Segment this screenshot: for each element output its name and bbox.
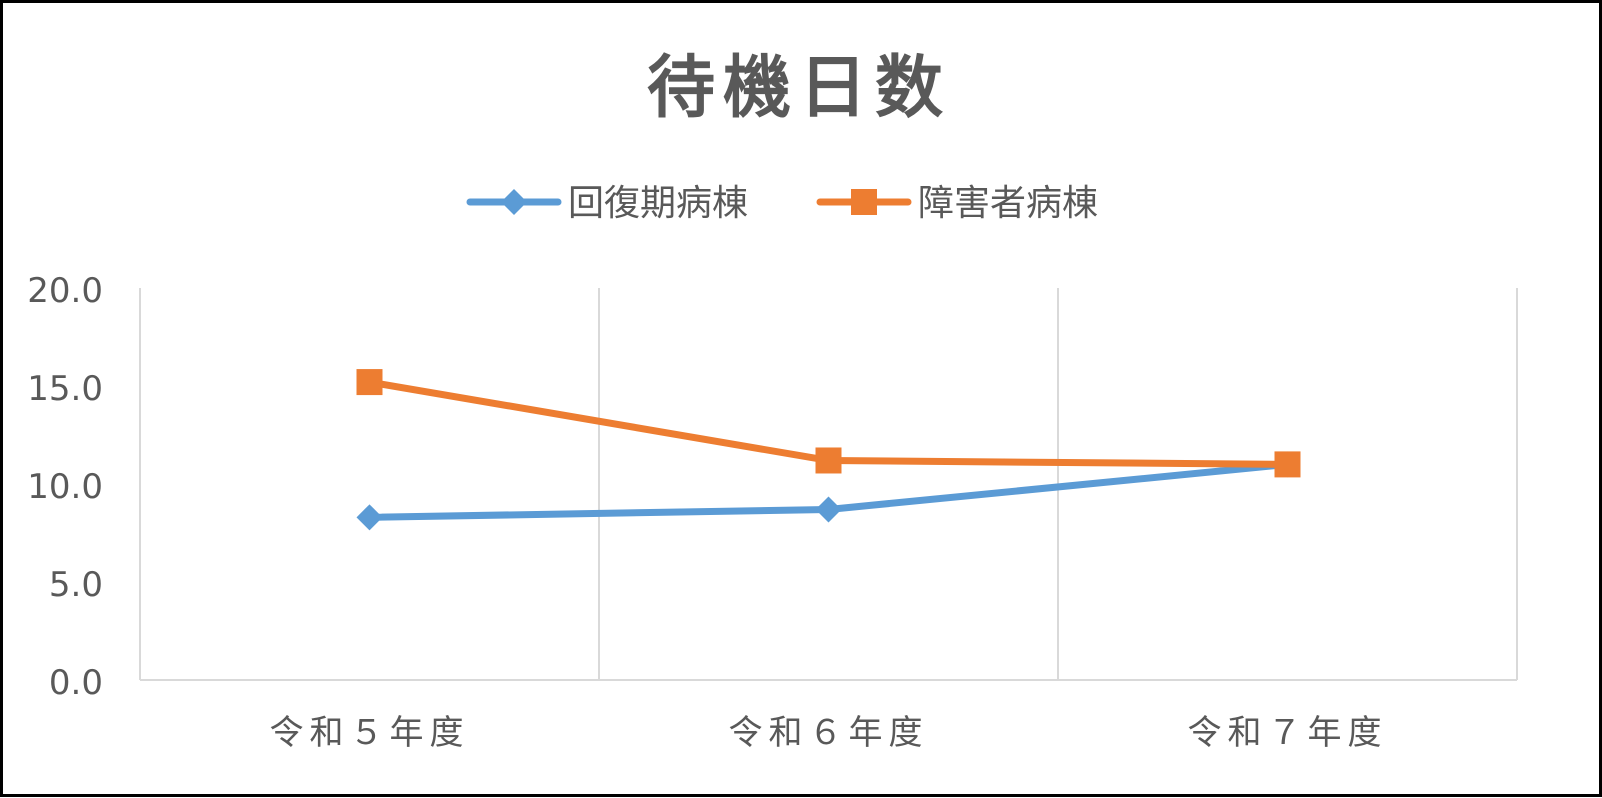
x-tick-label: 令和６年度 — [729, 713, 929, 753]
y-tick-label: 10.0 — [27, 467, 103, 507]
marker-diamond — [356, 504, 383, 531]
y-axis: 0.0 5.0 10.0 15.0 20.0 — [27, 271, 103, 703]
legend: 回復期病棟 障害者病棟 — [466, 183, 1098, 224]
legend-label: 回復期病棟 — [568, 183, 748, 224]
legend-label: 障害者病棟 — [918, 183, 1098, 224]
marker-square — [356, 369, 383, 396]
series-group — [356, 369, 1301, 531]
marker-square — [815, 447, 842, 474]
gridlines — [139, 288, 1518, 681]
legend-item: 障害者病棟 — [816, 183, 1098, 224]
line-chart: 待機日数 回復期病棟 障害者病棟 0.0 5.0 10.0 15.0 20.0 令和５年度… — [27, 49, 1518, 753]
y-tick-label: 5.0 — [49, 565, 103, 605]
y-tick-label: 0.0 — [49, 663, 103, 703]
marker-diamond — [501, 189, 527, 215]
x-tick-label: 令和５年度 — [270, 713, 470, 753]
x-tick-label: 令和７年度 — [1188, 713, 1388, 753]
y-tick-label: 15.0 — [27, 369, 103, 409]
series-2 — [356, 369, 1301, 478]
marker-square — [1274, 451, 1301, 478]
y-tick-label: 20.0 — [27, 271, 103, 311]
x-axis: 令和５年度 令和６年度 令和７年度 — [270, 713, 1388, 753]
marker-square — [851, 189, 877, 215]
chart-title: 待機日数 — [647, 49, 951, 128]
marker-diamond — [815, 496, 842, 523]
legend-item: 回復期病棟 — [466, 183, 748, 224]
